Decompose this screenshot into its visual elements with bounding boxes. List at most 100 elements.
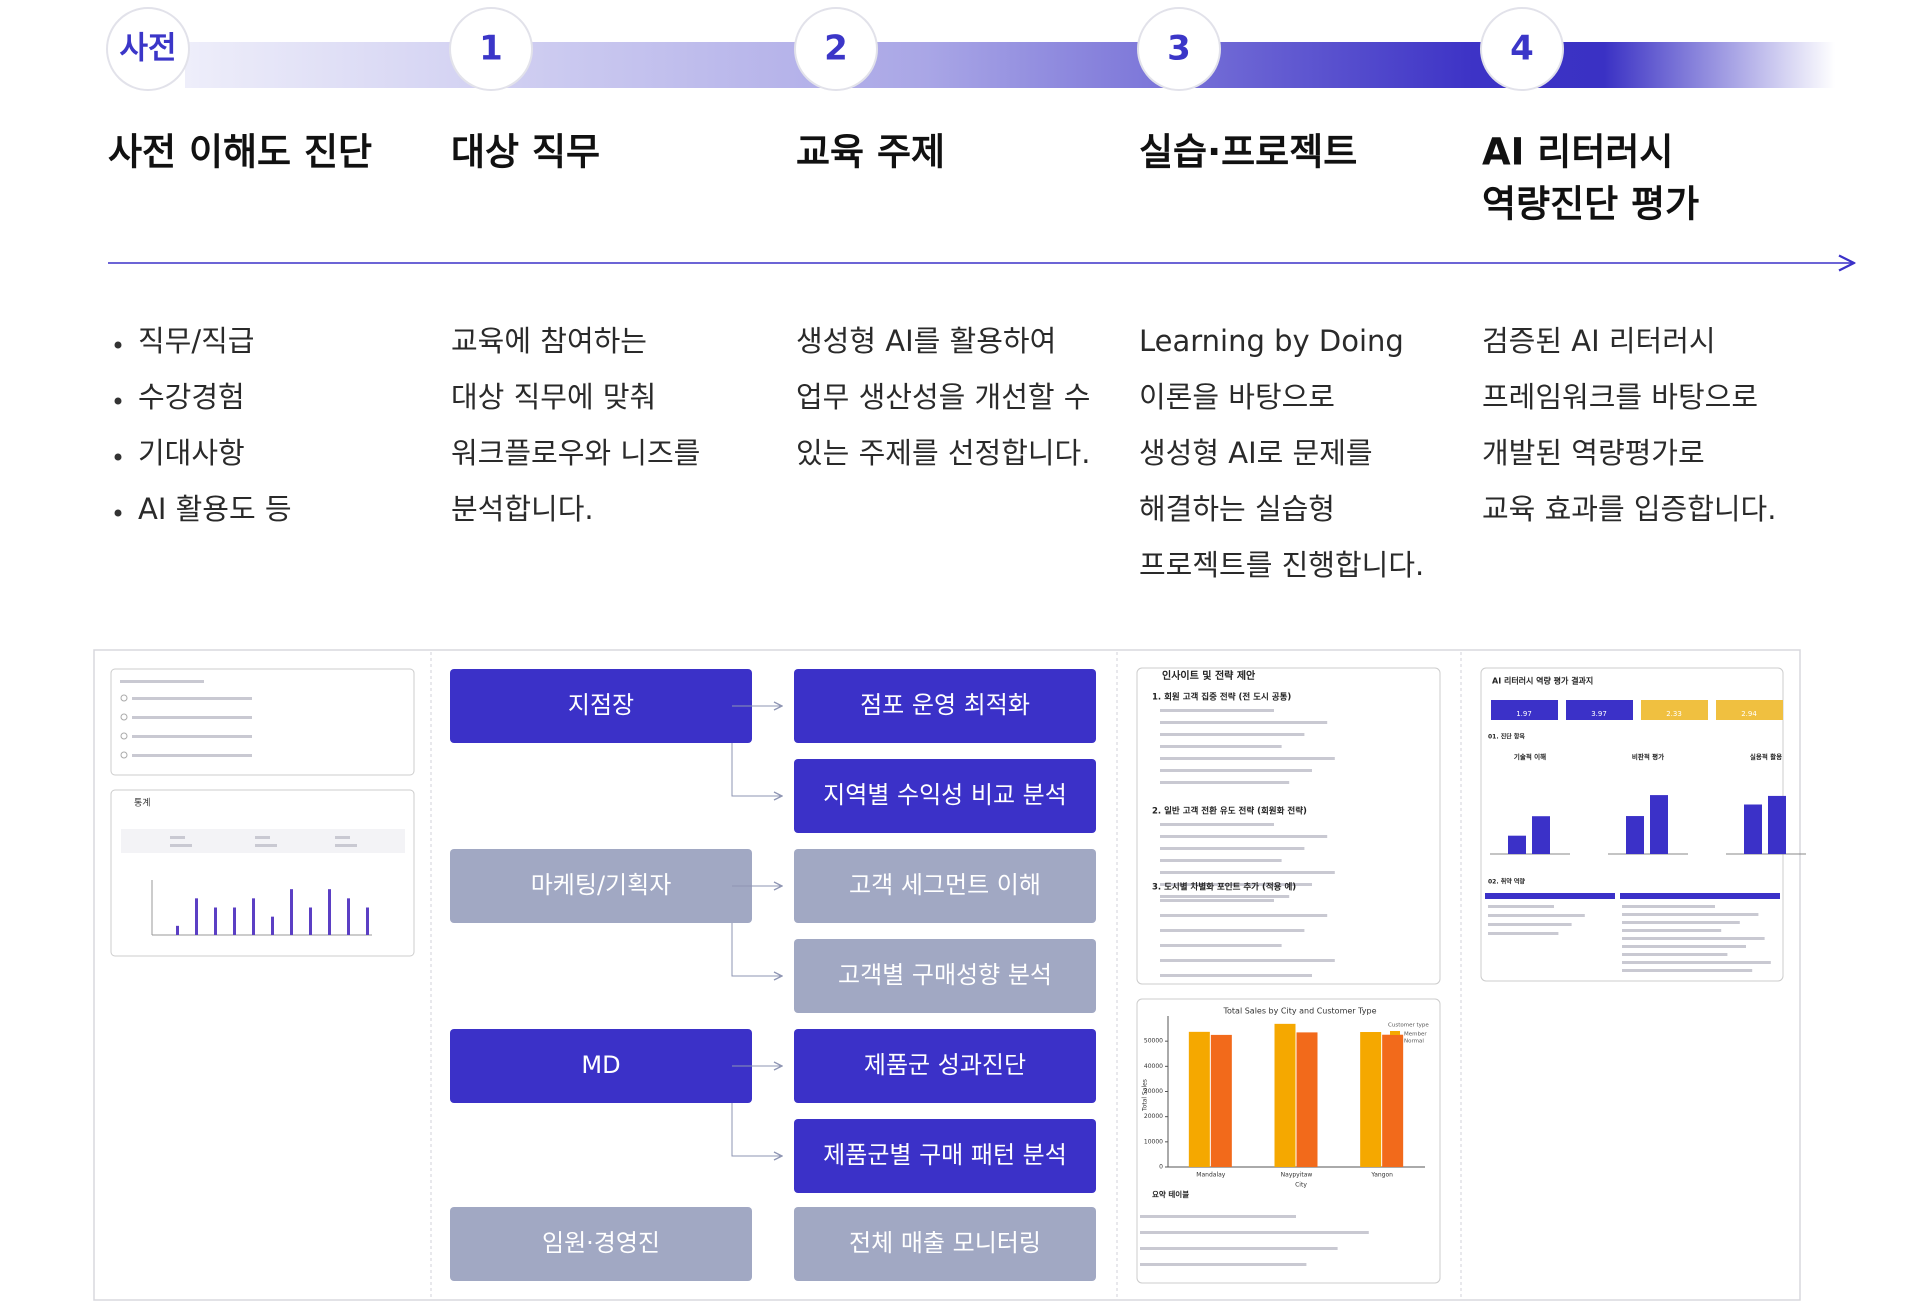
report-section: 02. 취약 역량	[1488, 878, 1525, 886]
role-label: 마케팅/기획자	[531, 871, 672, 899]
bullet	[114, 453, 122, 461]
score-box	[1641, 700, 1708, 720]
bar	[1188, 1031, 1210, 1167]
text-placeholder	[1160, 757, 1335, 760]
step-body: 이론을 바탕으로	[1139, 380, 1335, 414]
step-item: 수강경험	[138, 380, 245, 414]
text-placeholder	[1160, 709, 1274, 712]
report-bar	[1768, 795, 1786, 854]
bullet	[114, 397, 122, 405]
score-value: 2.33	[1666, 710, 1682, 718]
role-box	[450, 1029, 752, 1103]
y-tick-label: 0	[1159, 1164, 1163, 1171]
text-placeholder	[1160, 835, 1328, 838]
legend-swatch	[1390, 1038, 1400, 1042]
role-box	[450, 669, 752, 743]
text-placeholder	[1160, 859, 1282, 862]
y-tick-label: 50000	[1144, 1038, 1163, 1045]
text-placeholder	[1160, 871, 1335, 874]
report-bar	[1626, 816, 1644, 854]
text-placeholder	[1160, 944, 1282, 947]
table-head	[1485, 893, 1615, 899]
text-placeholder	[1160, 899, 1274, 902]
histogram-bar	[252, 898, 255, 935]
y-tick-label: 20000	[1144, 1113, 1163, 1120]
x-tick-label: Naypyitaw	[1281, 1172, 1313, 1179]
text-placeholder	[120, 680, 204, 683]
panel-title: 기술적 이해	[1514, 752, 1546, 761]
text-placeholder	[1160, 847, 1305, 850]
stats-title: 통계	[134, 797, 151, 809]
role-box	[450, 849, 752, 923]
text-placeholder	[1622, 929, 1722, 932]
step-body: 생성형 AI로 문제를	[1139, 436, 1373, 470]
text-placeholder	[1622, 969, 1753, 972]
task-label: 제품군별 구매 패턴 분석	[823, 1141, 1067, 1169]
legend-title: Customer type	[1388, 1023, 1429, 1029]
histogram-bar	[328, 889, 331, 935]
score-value: 2.94	[1741, 710, 1757, 718]
step-body: 워크플로우와 니즈를	[451, 436, 700, 470]
histogram-bar	[233, 907, 236, 935]
connector	[731, 743, 782, 796]
text-placeholder	[132, 716, 252, 719]
text-placeholder	[335, 844, 357, 847]
x-tick-label: Yangon	[1370, 1172, 1393, 1179]
stats-row	[121, 829, 405, 853]
text-placeholder	[1140, 1247, 1338, 1250]
task-label: 점포 운영 최적화	[860, 691, 1030, 719]
step-badge-label: 4	[1510, 29, 1534, 69]
text-placeholder	[1160, 823, 1274, 826]
report-section: 01. 진단 항목	[1488, 733, 1525, 741]
insight-section: 3. 도시별 차별화 포인트 추가 (적용 예)	[1152, 882, 1296, 893]
text-placeholder	[132, 697, 252, 700]
role-label: 지점장	[568, 691, 634, 719]
progress-bar	[185, 42, 1835, 88]
step-body: 개발된 역량평가로	[1482, 436, 1705, 470]
task-label: 지역별 수익성 비교 분석	[823, 781, 1067, 809]
insight-section: 1. 회원 고객 집중 전략 (전 도시 공통)	[1152, 692, 1291, 703]
report-bar	[1650, 795, 1668, 854]
step-body: 있는 주제를 선정합니다.	[796, 436, 1090, 470]
text-placeholder	[132, 735, 252, 738]
connector	[731, 923, 782, 976]
histogram-bar	[271, 916, 274, 935]
role-label: MD	[581, 1051, 620, 1079]
quiz-card	[110, 668, 415, 776]
task-box	[794, 1029, 1096, 1103]
task-box	[794, 1207, 1096, 1281]
step-item: 직무/직급	[138, 324, 255, 358]
text-placeholder	[1160, 745, 1282, 748]
task-label: 제품군 성과진단	[864, 1051, 1026, 1079]
text-placeholder	[1622, 953, 1728, 956]
dividers	[430, 652, 1462, 1300]
step-badge-label: 사전	[119, 31, 176, 67]
histogram-bar	[195, 898, 198, 935]
step-badge-label: 3	[1167, 29, 1191, 69]
bullet	[114, 509, 122, 517]
role-box	[450, 1207, 752, 1281]
step-badge	[1137, 7, 1221, 91]
bullet	[114, 341, 122, 349]
radio	[120, 713, 128, 721]
step-title: AI 리터러시	[1482, 131, 1673, 174]
task-box	[794, 939, 1096, 1013]
score-value: 3.97	[1591, 710, 1607, 718]
text-placeholder	[1488, 932, 1559, 935]
insight-title: 인사이트 및 전략 제안	[1162, 669, 1256, 682]
task-label: 고객 세그먼트 이해	[849, 871, 1041, 899]
report-bar	[1508, 835, 1526, 854]
y-tick-label: 10000	[1144, 1138, 1163, 1145]
y-axis-label: Total Sales	[1142, 1079, 1149, 1112]
bar	[1382, 1034, 1404, 1167]
legend-label: Member	[1404, 1032, 1427, 1038]
text-placeholder	[1488, 914, 1585, 917]
text-placeholder	[1622, 913, 1759, 916]
step-title: 사전 이해도 진단	[108, 131, 372, 174]
step-body: 프레임워크를 바탕으로	[1482, 380, 1758, 414]
task-box	[794, 759, 1096, 833]
histogram-bar	[176, 925, 179, 935]
histogram-bar	[347, 898, 350, 935]
step-body: 해결하는 실습형	[1139, 492, 1335, 526]
